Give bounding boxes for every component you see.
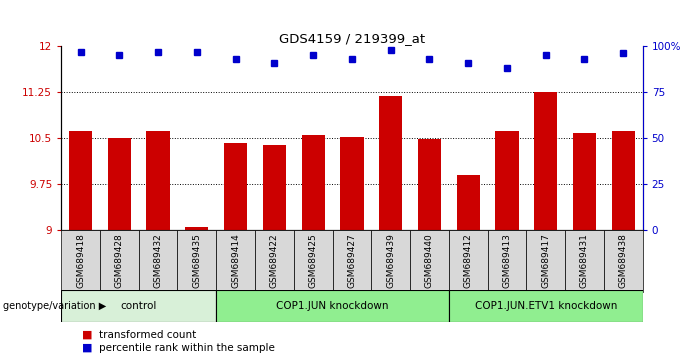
Bar — [340, 137, 364, 230]
Bar — [262, 145, 286, 230]
Bar — [69, 131, 92, 230]
Text: GSM689417: GSM689417 — [541, 233, 550, 288]
Bar — [573, 133, 596, 230]
Bar — [488, 230, 526, 292]
Bar — [456, 175, 480, 230]
Text: GSM689414: GSM689414 — [231, 233, 240, 288]
Text: ■: ■ — [82, 330, 92, 339]
Bar — [139, 230, 177, 292]
Text: ■: ■ — [82, 343, 92, 353]
Text: percentile rank within the sample: percentile rank within the sample — [99, 343, 275, 353]
Bar — [379, 96, 403, 230]
Bar — [107, 138, 131, 230]
Bar — [61, 230, 100, 292]
Bar — [604, 230, 643, 292]
Bar — [185, 227, 209, 230]
Text: GSM689427: GSM689427 — [347, 233, 356, 288]
Bar — [565, 230, 604, 292]
Text: GSM689435: GSM689435 — [192, 233, 201, 288]
Text: COP1.JUN.ETV1 knockdown: COP1.JUN.ETV1 knockdown — [475, 301, 617, 311]
Text: GSM689431: GSM689431 — [580, 233, 589, 288]
Bar — [526, 230, 565, 292]
Bar — [177, 230, 216, 292]
Bar — [255, 230, 294, 292]
Text: GSM689432: GSM689432 — [154, 233, 163, 288]
Text: transformed count: transformed count — [99, 330, 196, 339]
Bar — [449, 290, 643, 322]
Text: GSM689439: GSM689439 — [386, 233, 395, 288]
Bar — [333, 230, 371, 292]
Bar — [146, 131, 170, 230]
Bar — [216, 230, 255, 292]
Bar — [294, 230, 333, 292]
Text: genotype/variation ▶: genotype/variation ▶ — [3, 301, 107, 311]
Bar — [216, 290, 449, 322]
Bar — [100, 230, 139, 292]
Bar — [61, 290, 216, 322]
Bar — [224, 143, 248, 230]
Bar — [495, 131, 519, 230]
Title: GDS4159 / 219399_at: GDS4159 / 219399_at — [279, 32, 425, 45]
Text: GSM689440: GSM689440 — [425, 233, 434, 288]
Bar — [418, 139, 441, 230]
Bar — [534, 92, 558, 230]
Bar — [449, 230, 488, 292]
Text: GSM689413: GSM689413 — [503, 233, 511, 288]
Text: GSM689418: GSM689418 — [76, 233, 85, 288]
Text: GSM689422: GSM689422 — [270, 233, 279, 288]
Text: control: control — [120, 301, 157, 311]
Text: GSM689438: GSM689438 — [619, 233, 628, 288]
Text: GSM689425: GSM689425 — [309, 233, 318, 288]
Text: GSM689428: GSM689428 — [115, 233, 124, 288]
Bar — [371, 230, 410, 292]
Bar — [611, 131, 635, 230]
Text: GSM689412: GSM689412 — [464, 233, 473, 288]
Bar — [410, 230, 449, 292]
Bar — [301, 135, 325, 230]
Text: COP1.JUN knockdown: COP1.JUN knockdown — [276, 301, 389, 311]
